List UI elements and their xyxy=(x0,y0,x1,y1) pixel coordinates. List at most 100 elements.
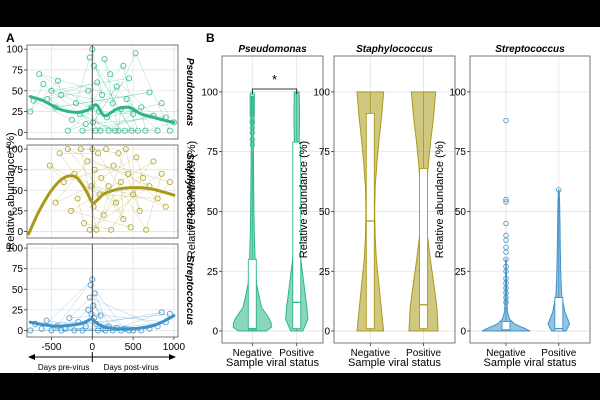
data-point xyxy=(82,120,89,128)
trajectory-line xyxy=(63,165,114,183)
data-point xyxy=(125,75,133,82)
violin-group-negative: Negative xyxy=(351,91,391,359)
outlier-point xyxy=(249,120,255,126)
data-point xyxy=(27,327,34,334)
data-point xyxy=(133,154,140,161)
trajectory-line xyxy=(41,328,83,331)
data-point xyxy=(43,317,50,324)
trajectory-line xyxy=(71,210,131,228)
trajectory-line xyxy=(161,103,175,123)
data-point xyxy=(158,170,165,177)
trajectory-line xyxy=(74,173,117,203)
significance-marker: * xyxy=(272,72,277,87)
data-point xyxy=(58,91,65,98)
trajectory-line xyxy=(51,78,130,91)
data-point xyxy=(122,146,129,153)
trajectory-line xyxy=(87,161,129,175)
data-point xyxy=(27,108,34,115)
x-tick-label: Positive xyxy=(406,348,441,359)
trajectory-line xyxy=(70,161,154,212)
trajectory-line xyxy=(67,148,131,228)
panel-b-label: B xyxy=(206,31,215,45)
trajectory-line xyxy=(126,98,139,131)
trajectory-line xyxy=(30,80,59,112)
facet-frame xyxy=(26,243,179,338)
y-tick-label: 75 xyxy=(455,147,467,158)
trajectory-line xyxy=(98,111,134,115)
y-tick-label: 75 xyxy=(319,147,331,158)
y-tick-label: 0 xyxy=(324,327,330,338)
data-point xyxy=(38,325,45,332)
data-point xyxy=(97,312,104,319)
y-tick-label: 25 xyxy=(12,107,24,118)
trajectory-line xyxy=(33,82,98,101)
y-tick-label: 25 xyxy=(207,267,219,278)
data-point xyxy=(81,220,88,227)
outlier-point xyxy=(503,220,509,227)
facet-streptococcus: 0 25 50 75 100 Streptococcus xyxy=(6,243,195,338)
smooth-trend-line xyxy=(28,314,176,331)
data-point xyxy=(166,127,173,134)
y-axis-title: Relative abundance (%) xyxy=(5,132,17,249)
outlier-point xyxy=(249,137,255,143)
data-point xyxy=(88,104,95,111)
x-tick-label: 0 xyxy=(90,342,96,353)
trajectory-line xyxy=(112,53,136,104)
trajectory-line xyxy=(118,153,140,211)
trajectory-line xyxy=(118,109,122,131)
y-tick-label: 25 xyxy=(319,267,331,278)
y-tick-label: 50 xyxy=(319,207,331,218)
y-tick-label: 75 xyxy=(207,147,219,158)
data-point xyxy=(58,327,65,334)
y-tick-label: 100 xyxy=(6,244,23,255)
data-point xyxy=(84,158,91,165)
x-tick-label: Negative xyxy=(351,348,391,359)
trajectory-line xyxy=(92,49,103,95)
trajectory-line xyxy=(95,115,154,131)
trajectory-line xyxy=(93,169,95,207)
trajectory-line xyxy=(141,107,146,131)
trajectory-line xyxy=(92,86,117,123)
y-tick-label: 100 xyxy=(449,87,466,98)
data-point xyxy=(87,282,94,289)
trajectory-line xyxy=(128,173,166,207)
facet-strip-label: Staphylococcus xyxy=(184,153,195,230)
violin-panel-pseudomonas: Negative Positive * Pseudomonas 0 25 50 75 100 Re… xyxy=(186,44,324,369)
plot-frame xyxy=(333,55,456,344)
trajectory-line xyxy=(56,279,93,327)
trajectory-line xyxy=(90,284,126,329)
plot-frame xyxy=(221,55,324,344)
y-tick-label: 0 xyxy=(460,327,466,338)
trajectory-line xyxy=(157,181,171,199)
trajectory-line xyxy=(89,57,132,131)
trajectory-line xyxy=(47,90,89,100)
trajectory-line xyxy=(67,148,150,187)
trajectory-line xyxy=(91,313,166,323)
plot-frame xyxy=(469,55,591,344)
trajectory-line xyxy=(59,153,75,174)
facet-frame xyxy=(26,44,179,140)
y-tick-label: 100 xyxy=(6,45,23,56)
trajectory-line xyxy=(75,57,91,104)
outlier-point xyxy=(249,93,255,100)
data-point xyxy=(150,158,157,165)
data-point xyxy=(105,127,112,134)
y-tick-label: 0 xyxy=(212,327,218,338)
data-point xyxy=(94,79,101,86)
panel-b-violins: Negative Positive * Pseudomonas 0 25 50 75 100 Re… xyxy=(186,44,591,369)
data-point xyxy=(136,207,143,214)
data-point xyxy=(134,127,142,134)
y-tick-label: 50 xyxy=(12,285,24,296)
data-point xyxy=(123,96,130,103)
data-point xyxy=(121,127,128,134)
data-point xyxy=(130,110,137,118)
y-tick-label: 0 xyxy=(17,227,23,238)
trajectory-line xyxy=(96,312,162,325)
data-point xyxy=(115,127,122,134)
trajectory-line xyxy=(39,73,127,100)
y-tick-label: 75 xyxy=(12,165,24,176)
trajectory-line xyxy=(55,92,150,108)
data-point xyxy=(109,100,116,107)
data-point xyxy=(54,77,62,84)
box-iqr xyxy=(554,297,564,332)
